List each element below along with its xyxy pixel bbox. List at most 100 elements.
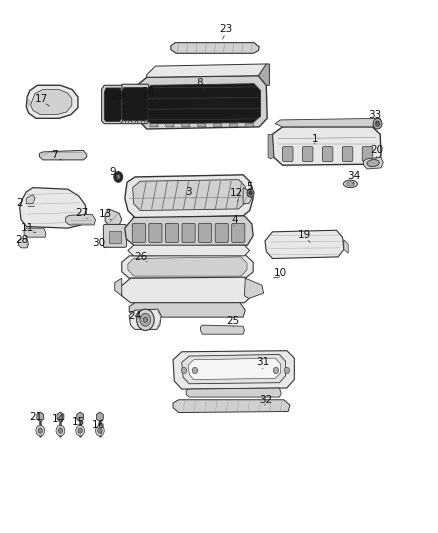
Bar	[125, 120, 128, 123]
Polygon shape	[258, 64, 269, 85]
Circle shape	[36, 425, 45, 436]
Polygon shape	[265, 230, 344, 259]
Polygon shape	[37, 412, 44, 422]
Polygon shape	[96, 412, 103, 422]
Text: 25: 25	[226, 316, 240, 326]
Polygon shape	[166, 124, 174, 127]
Circle shape	[95, 425, 104, 436]
Polygon shape	[125, 175, 253, 219]
Polygon shape	[128, 257, 247, 276]
Polygon shape	[201, 325, 244, 334]
Circle shape	[56, 425, 65, 436]
Circle shape	[114, 172, 123, 182]
FancyBboxPatch shape	[103, 224, 127, 247]
FancyBboxPatch shape	[322, 147, 333, 161]
Polygon shape	[268, 134, 274, 159]
Polygon shape	[133, 180, 245, 211]
Text: 18: 18	[142, 87, 155, 96]
Text: 8: 8	[196, 78, 203, 87]
Text: 27: 27	[76, 208, 89, 218]
Text: 16: 16	[92, 420, 105, 430]
Text: 33: 33	[368, 110, 381, 119]
Polygon shape	[57, 412, 64, 422]
Bar	[109, 231, 121, 243]
Polygon shape	[243, 188, 252, 204]
FancyBboxPatch shape	[166, 223, 179, 243]
FancyBboxPatch shape	[132, 223, 145, 243]
Polygon shape	[150, 124, 158, 127]
Polygon shape	[125, 216, 253, 246]
Text: 2: 2	[16, 198, 23, 207]
Polygon shape	[213, 124, 222, 127]
Circle shape	[143, 317, 148, 322]
Text: 14: 14	[52, 415, 65, 424]
Polygon shape	[186, 388, 281, 397]
Circle shape	[98, 428, 102, 433]
Polygon shape	[18, 239, 28, 248]
Bar	[138, 120, 141, 123]
Polygon shape	[128, 245, 250, 256]
FancyBboxPatch shape	[215, 223, 228, 243]
Polygon shape	[137, 76, 267, 129]
FancyBboxPatch shape	[283, 147, 293, 161]
Text: 7: 7	[51, 150, 58, 159]
Text: 28: 28	[15, 235, 28, 245]
Polygon shape	[272, 127, 381, 165]
FancyBboxPatch shape	[182, 223, 195, 243]
Text: 15: 15	[71, 417, 85, 427]
Text: 29: 29	[112, 91, 125, 101]
Circle shape	[116, 174, 120, 180]
Text: 20: 20	[370, 146, 383, 155]
Polygon shape	[20, 188, 87, 228]
Ellipse shape	[346, 182, 354, 186]
FancyBboxPatch shape	[362, 147, 373, 161]
Text: 5: 5	[246, 182, 253, 191]
Bar	[144, 120, 147, 123]
Text: 13: 13	[99, 209, 112, 219]
Circle shape	[249, 191, 252, 195]
Text: 31: 31	[256, 358, 269, 367]
Text: 24: 24	[128, 311, 141, 320]
Ellipse shape	[367, 159, 379, 167]
FancyBboxPatch shape	[149, 223, 162, 243]
Polygon shape	[144, 84, 261, 124]
Polygon shape	[102, 85, 123, 124]
Polygon shape	[118, 84, 150, 124]
Text: 17: 17	[35, 94, 48, 103]
Circle shape	[181, 367, 187, 374]
Text: 1: 1	[312, 134, 319, 143]
Polygon shape	[173, 400, 290, 413]
Polygon shape	[104, 88, 121, 122]
Text: 19: 19	[298, 230, 311, 239]
Polygon shape	[230, 124, 238, 127]
Polygon shape	[129, 303, 245, 317]
Text: 9: 9	[110, 167, 117, 176]
Polygon shape	[77, 412, 84, 422]
Circle shape	[247, 189, 254, 197]
Polygon shape	[198, 124, 206, 127]
Polygon shape	[66, 214, 95, 225]
Text: 30: 30	[92, 238, 105, 247]
Ellipse shape	[343, 180, 357, 188]
Text: 4: 4	[231, 215, 238, 224]
Circle shape	[373, 118, 382, 129]
Polygon shape	[275, 118, 380, 127]
Text: 21: 21	[30, 412, 43, 422]
Polygon shape	[244, 278, 264, 298]
Polygon shape	[122, 255, 253, 278]
Circle shape	[192, 367, 198, 374]
Polygon shape	[173, 351, 294, 389]
Circle shape	[78, 428, 82, 433]
FancyBboxPatch shape	[302, 147, 313, 161]
Polygon shape	[26, 195, 35, 204]
Polygon shape	[115, 278, 122, 296]
Polygon shape	[105, 209, 122, 225]
Circle shape	[140, 313, 151, 326]
Polygon shape	[344, 240, 348, 253]
Circle shape	[284, 367, 290, 374]
FancyBboxPatch shape	[232, 223, 245, 243]
Text: 34: 34	[347, 171, 360, 181]
Circle shape	[58, 428, 63, 433]
Polygon shape	[24, 228, 46, 237]
Circle shape	[273, 367, 279, 374]
